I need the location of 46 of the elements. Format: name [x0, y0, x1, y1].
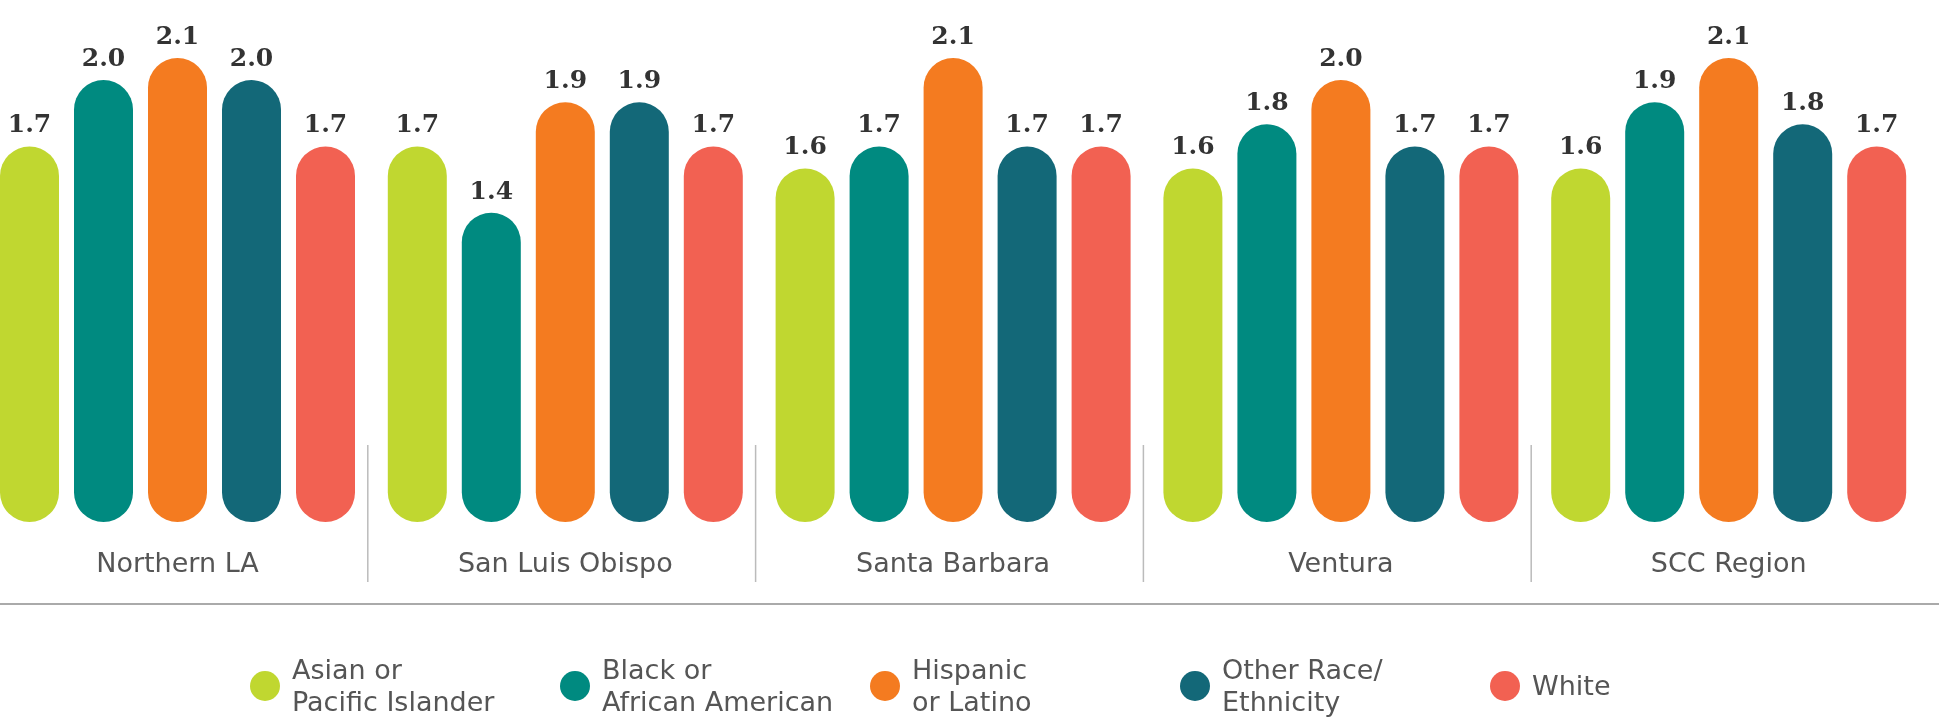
bar	[849, 146, 909, 522]
data-label: 1.7	[1005, 109, 1049, 139]
legend-label: Hispanic or Latino	[912, 654, 1032, 717]
data-label: 1.8	[1780, 87, 1825, 117]
data-label: 2.1	[155, 21, 200, 50]
data-label: 1.7	[1854, 109, 1899, 139]
legend-label: Other Race/ Ethnicity	[1222, 654, 1384, 717]
data-label: 1.7	[1393, 109, 1437, 139]
x-tick-label: Santa Barbara	[856, 547, 1051, 578]
x-tick-label: SCC Region	[1650, 547, 1807, 578]
data-label: 1.7	[7, 109, 52, 139]
legend-label: Asian or Pacific Islander	[292, 654, 496, 717]
data-label: 2.0	[81, 43, 126, 73]
legend-label: White	[1532, 670, 1611, 701]
bar	[1385, 146, 1445, 522]
data-label: 2.1	[1706, 21, 1751, 50]
data-label: 1.4	[469, 175, 514, 205]
data-label: 1.7	[857, 109, 901, 139]
bar	[1163, 168, 1223, 522]
data-label: 2.0	[1319, 43, 1363, 73]
bar	[775, 168, 835, 522]
x-tick-label: Northern LA	[96, 547, 260, 578]
data-label: 1.9	[617, 65, 662, 95]
data-label: 1.7	[1467, 109, 1511, 139]
data-label: 1.9	[543, 65, 588, 95]
bar	[1071, 146, 1131, 522]
data-label: 2.0	[229, 43, 274, 73]
legend-label: Black or African American	[602, 654, 834, 717]
data-label: 1.6	[783, 131, 827, 161]
data-label: 1.6	[1558, 131, 1603, 161]
data-label: 1.9	[1632, 65, 1677, 95]
bar	[1311, 80, 1371, 522]
bar	[1237, 124, 1297, 522]
data-label: 1.6	[1171, 131, 1215, 161]
bar	[1699, 58, 1759, 522]
data-label: 1.7	[303, 109, 348, 139]
data-label: 1.7	[691, 109, 736, 139]
x-tick-label: San Luis Obispo	[457, 547, 673, 578]
data-label: 1.7	[1079, 109, 1123, 139]
x-tick-label: Ventura	[1288, 547, 1394, 578]
data-label: 1.8	[1245, 87, 1289, 117]
bar	[997, 146, 1057, 522]
bar	[1459, 146, 1519, 522]
data-label: 1.7	[395, 109, 440, 139]
data-label: 2.1	[931, 21, 975, 50]
bar	[923, 58, 983, 522]
